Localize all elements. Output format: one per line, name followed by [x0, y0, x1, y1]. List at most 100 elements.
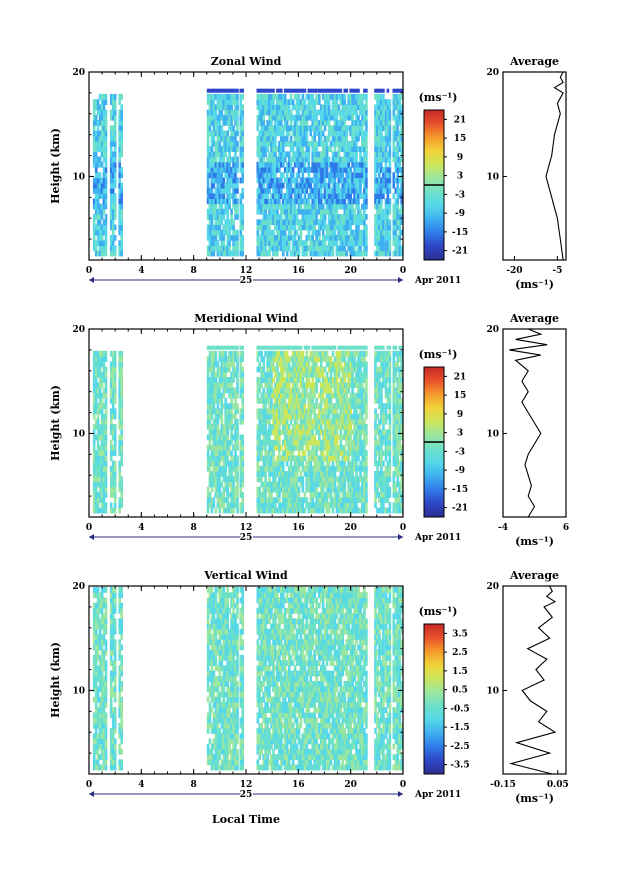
heatmap-cell — [337, 156, 341, 163]
heatmap-cell — [289, 208, 293, 215]
heatmap-cell — [276, 465, 279, 472]
heatmap-cell — [208, 444, 212, 451]
heatmap-cell — [337, 460, 341, 467]
heatmap-cell — [386, 203, 390, 210]
heatmap-cell — [102, 208, 106, 215]
heatmap-cell — [111, 429, 115, 436]
heatmap-cell — [299, 224, 303, 231]
heatmap-cell — [303, 455, 307, 462]
heatmap-cell — [270, 424, 273, 430]
heatmap-cell — [230, 465, 233, 472]
heatmap-cell — [226, 198, 229, 205]
heatmap-cell — [98, 208, 102, 215]
heatmap-cell — [120, 146, 123, 152]
heatmap-cell — [392, 224, 396, 231]
heatmap-cell — [297, 502, 301, 509]
heatmap-cell — [92, 387, 96, 394]
heatmap-cell — [299, 418, 303, 425]
heatmap-cell — [351, 151, 354, 158]
heatmap-cell — [113, 245, 117, 252]
heatmap-cell — [318, 172, 321, 179]
heatmap-cell — [305, 424, 309, 430]
heatmap-cell — [272, 130, 275, 137]
heatmap-cell — [274, 356, 277, 362]
heatmap-cell — [236, 455, 239, 462]
heatmap-cell — [94, 187, 98, 194]
heatmap-cell — [113, 208, 117, 215]
heatmap-cell — [113, 177, 117, 184]
heatmap-cell — [276, 455, 279, 462]
heatmap-cell — [266, 439, 269, 446]
heatmap-cell — [321, 234, 325, 241]
heatmap-cell — [313, 104, 316, 111]
heatmap-cell — [323, 234, 327, 241]
heatmap-cell — [268, 497, 271, 503]
heatmap-cell — [355, 471, 358, 477]
heatmap-cell — [109, 371, 113, 378]
heatmap-cell — [319, 182, 323, 189]
heatmap-cell — [327, 156, 331, 163]
heatmap-cell — [386, 177, 390, 184]
heatmap-cell — [347, 187, 350, 194]
heatmap-cell — [323, 93, 327, 100]
heatmap-cell — [210, 481, 214, 488]
heatmap-cell — [291, 465, 295, 472]
heatmap-cell — [365, 130, 368, 137]
heatmap-cell — [301, 130, 305, 137]
heatmap-cell — [120, 104, 123, 111]
heatmap-cell — [361, 481, 364, 488]
heatmap-cell — [208, 497, 212, 503]
heatmap-cell — [295, 481, 299, 488]
heatmap-cell — [359, 507, 362, 514]
heatmap-cell — [319, 208, 323, 215]
heatmap-cell — [216, 193, 220, 199]
heatmap-cell — [382, 208, 385, 215]
heatmap-cell — [214, 114, 218, 121]
heatmap-cell — [102, 125, 106, 132]
heatmap-cell — [236, 471, 239, 477]
heatmap-cell — [285, 208, 289, 215]
heatmap-cell — [349, 476, 352, 483]
heatmap-cell — [280, 229, 283, 236]
heatmap-cell — [230, 208, 233, 215]
heatmap-cell — [392, 172, 396, 179]
heatmap-cell — [256, 219, 260, 226]
heatmap-cell — [94, 507, 98, 514]
heatmap-cell — [260, 366, 263, 373]
heatmap-cell — [283, 93, 287, 100]
heatmap-cell — [293, 434, 297, 441]
heatmap-cell — [343, 444, 347, 451]
heatmap-cell — [218, 450, 222, 456]
heatmap-cell — [392, 250, 396, 257]
heatmap-cell — [287, 156, 291, 163]
heatmap-cell — [264, 93, 267, 100]
heatmap-cell — [363, 172, 366, 179]
heatmap-cell — [226, 403, 229, 409]
heatmap-cell — [343, 214, 347, 220]
heatmap-cell — [321, 208, 325, 215]
heatmap-cell — [278, 203, 281, 210]
heatmap-cell — [216, 450, 220, 456]
heatmap-cell — [301, 214, 305, 220]
heatmap-cell — [289, 345, 293, 350]
heatmap-cell — [220, 203, 224, 210]
heatmap-cell — [285, 240, 289, 246]
heatmap-cell — [234, 424, 237, 430]
heatmap-cell — [289, 161, 293, 168]
heatmap-cell — [270, 120, 273, 126]
heatmap-cell — [264, 203, 267, 210]
heatmap-cell — [264, 465, 267, 472]
heatmap-cell — [230, 250, 233, 257]
heatmap-cell — [98, 486, 102, 493]
heatmap-cell — [210, 497, 214, 503]
heatmap-cell — [96, 476, 100, 483]
heatmap-cell — [289, 450, 293, 456]
heatmap-cell — [392, 140, 396, 147]
heatmap-cell — [291, 486, 295, 493]
heatmap-cell — [357, 224, 360, 231]
heatmap-cell — [256, 135, 260, 142]
heatmap-cell — [268, 182, 271, 189]
heatmap-cell — [329, 229, 333, 236]
heatmap-cell — [94, 104, 98, 111]
heatmap-cell — [98, 146, 102, 152]
